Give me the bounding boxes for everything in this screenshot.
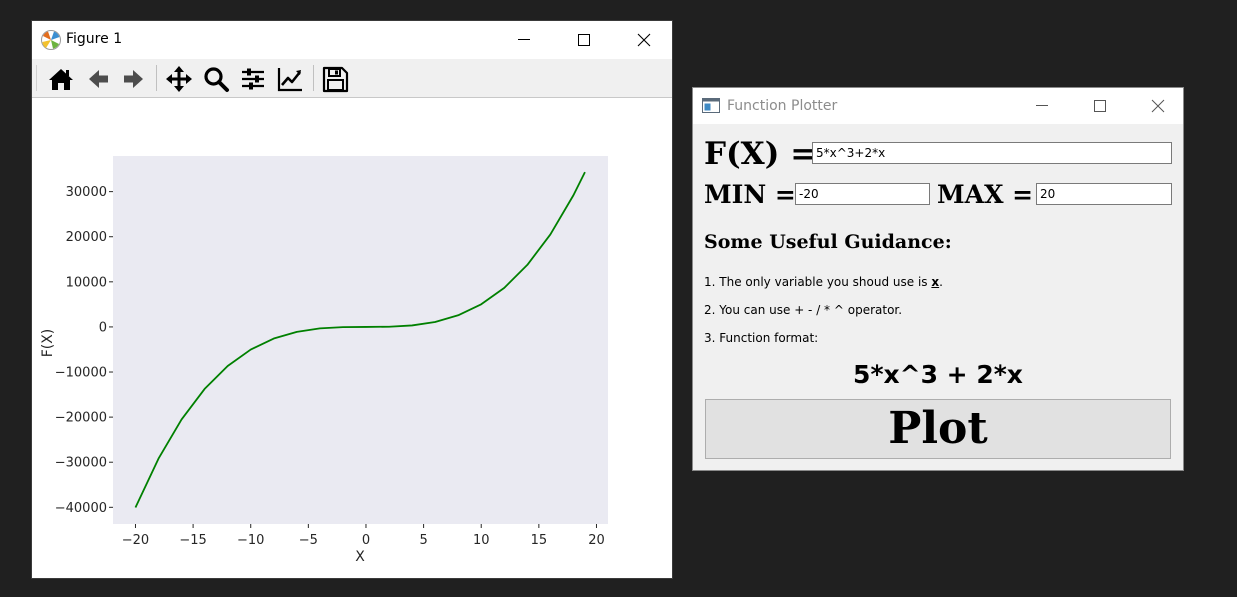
x-tick-label: −10: [237, 533, 264, 548]
series-line: [134, 171, 586, 508]
y-tick-label: −40000: [55, 501, 107, 516]
maximize-icon: [578, 34, 590, 46]
figure-maximize-button[interactable]: [556, 21, 612, 59]
minimize-icon: [1036, 105, 1048, 106]
edit-axis-icon: [277, 68, 302, 92]
function-plotter-titlebar[interactable]: Function Plotter: [693, 88, 1183, 124]
plot-area: [113, 156, 608, 524]
function-plotter-window: Function Plotter F(X) = MIN = MAX = Some…: [693, 88, 1183, 470]
y-axis-label: F(X): [40, 329, 56, 358]
y-tick-label: 20000: [66, 230, 107, 245]
y-tick-label: 30000: [66, 185, 107, 200]
window-app-icon: [702, 98, 720, 113]
home-button[interactable]: [45, 63, 77, 95]
figure-minimize-button[interactable]: [496, 21, 552, 59]
y-tick-label: −30000: [55, 456, 107, 471]
close-icon: [1151, 99, 1165, 113]
y-tick-label: −10000: [55, 366, 107, 381]
figure-close-button[interactable]: [616, 21, 672, 59]
figure-canvas[interactable]: −20 −15 −10 −5 0 5 10 15 20 −40000 −30000 −20000 −10…: [32, 98, 672, 578]
minimize-icon: [518, 39, 530, 40]
min-input[interactable]: [795, 183, 930, 205]
edit-axis-button[interactable]: [274, 63, 306, 95]
zoom-magnifier-icon: [204, 67, 229, 92]
maximize-icon: [1094, 100, 1106, 112]
y-tick-label: −20000: [55, 411, 107, 426]
figure-title: Figure 1: [66, 31, 123, 47]
x-axis-label: X: [355, 549, 365, 565]
y-tick-label: 10000: [66, 275, 107, 290]
x-tick-label: 5: [419, 533, 427, 548]
min-label: MIN =: [704, 180, 796, 209]
fx-label: F(X) =: [704, 136, 817, 172]
figure-titlebar[interactable]: Figure 1: [32, 21, 672, 59]
guidance-line-1-text: 1. The only variable you shoud use is: [704, 275, 932, 289]
guidance-line-1: 1. The only variable you shoud use is x.: [704, 275, 943, 289]
guidance-line-2: 2. You can use + - / * ^ operator.: [704, 303, 903, 317]
forward-button[interactable]: [118, 63, 150, 95]
plotter-minimize-button[interactable]: [1013, 88, 1069, 124]
guidance-heading: Some Useful Guidance:: [704, 231, 952, 253]
x-tick-label: 0: [362, 533, 370, 548]
guidance-line-3: 3. Function format:: [704, 331, 819, 345]
max-input[interactable]: [1036, 183, 1172, 205]
save-floppy-icon: [322, 66, 349, 93]
configure-subplots-button[interactable]: [237, 63, 269, 95]
close-icon: [637, 33, 651, 47]
save-button[interactable]: [319, 63, 351, 95]
subplots-config-icon: [242, 68, 264, 90]
line-chart[interactable]: −20 −15 −10 −5 0 5 10 15 20 −40000 −30000 −20000 −10…: [32, 98, 672, 578]
x-tick-label: −15: [179, 533, 206, 548]
home-icon: [49, 69, 73, 90]
x-tick-label: −5: [299, 533, 318, 548]
forward-arrow-icon: [124, 70, 143, 88]
guidance-line-1-end: .: [939, 275, 943, 289]
pan-button[interactable]: [163, 63, 195, 95]
back-arrow-icon: [89, 70, 108, 88]
function-plotter-title: Function Plotter: [727, 98, 838, 114]
x-tick-label: 20: [588, 533, 605, 548]
navigation-toolbar: [32, 59, 672, 98]
x-tick-label: 15: [531, 533, 548, 548]
plotter-close-button[interactable]: [1129, 88, 1185, 124]
function-format-example: 5*x^3 + 2*x: [853, 360, 1023, 389]
plotter-maximize-button[interactable]: [1071, 88, 1127, 124]
max-label: MAX =: [937, 180, 1034, 209]
x-tick-label: 10: [473, 533, 490, 548]
y-tick-label: 0: [99, 320, 107, 335]
figure-window: Figure 1: [32, 21, 672, 578]
guidance-variable: x: [931, 275, 940, 289]
pan-move-icon: [166, 66, 192, 92]
back-button[interactable]: [82, 63, 114, 95]
function-input[interactable]: [812, 142, 1172, 164]
x-tick-label: −20: [122, 533, 149, 548]
plot-button[interactable]: Plot: [705, 399, 1171, 459]
zoom-button[interactable]: [200, 63, 232, 95]
matplotlib-logo-icon: [41, 30, 61, 50]
